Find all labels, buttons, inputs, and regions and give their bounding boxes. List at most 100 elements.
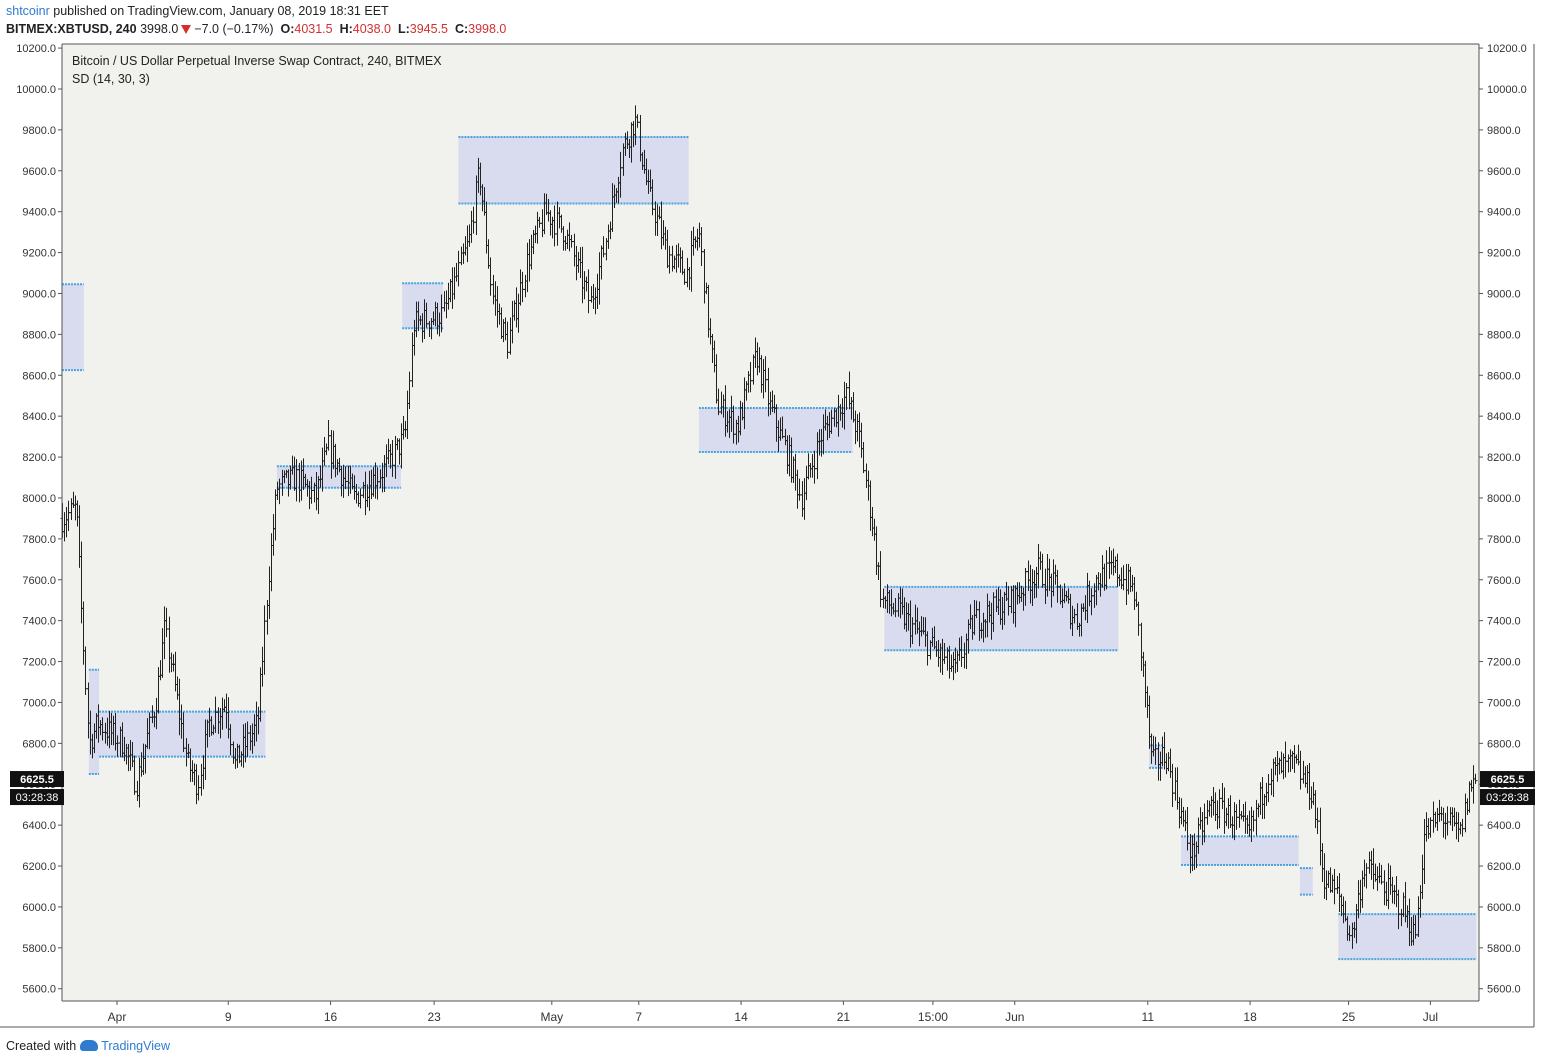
y-tick-label: 8800.0	[1487, 329, 1521, 341]
y-tick-label: 8200.0	[1487, 452, 1521, 464]
x-tick-label: 21	[837, 1010, 851, 1024]
y-tick-label: 8200.0	[22, 452, 56, 464]
y-tick-label: 7200.0	[22, 657, 56, 669]
x-tick-label: 23	[427, 1010, 441, 1024]
y-tick-label: 10000.0	[1487, 84, 1527, 96]
y-tick-label: 9800.0	[1487, 125, 1521, 137]
y-tick-label: 7600.0	[22, 575, 56, 587]
high-label: H:	[339, 22, 353, 36]
x-tick-label: 14	[734, 1010, 748, 1024]
y-tick-label: 9400.0	[22, 207, 56, 219]
ohlc-bars	[60, 105, 1478, 949]
y-tick-label: 8600.0	[22, 370, 56, 382]
y-tick-label: 8800.0	[22, 329, 56, 341]
y-tick-label: 9200.0	[1487, 248, 1521, 260]
footer: Created with TradingView	[6, 1039, 170, 1053]
indicator-label: SD (14, 30, 3)	[72, 72, 150, 86]
tradingview-logo-icon	[80, 1040, 99, 1051]
x-tick-label: Jun	[1005, 1010, 1024, 1024]
y-tick-label: 9200.0	[22, 248, 56, 260]
y-tick-label: 5600.0	[1487, 984, 1521, 996]
y-tick-label: 8600.0	[1487, 370, 1521, 382]
x-tick-label: 16	[324, 1010, 338, 1024]
current-price-labels: 6625.5 03:28:38 6625.5 03:28:38	[10, 771, 1535, 806]
current-price-tag	[1480, 771, 1535, 788]
countdown-tag	[10, 789, 64, 806]
left-price-axis[interactable]: 5600.05800.06000.06200.06400.06600.06800…	[16, 43, 62, 996]
y-tick-label: 7800.0	[1487, 534, 1521, 546]
x-tick-label: May	[540, 1010, 563, 1024]
x-tick-label: 18	[1243, 1010, 1257, 1024]
publish-line: shtcoinr published on TradingView.com, J…	[6, 4, 389, 18]
x-tick-label: 7	[635, 1010, 642, 1024]
y-tick-label: 5800.0	[1487, 943, 1521, 955]
zone-fill	[1299, 868, 1313, 895]
y-tick-label: 6400.0	[22, 820, 56, 832]
symbol-label: BITMEX:XBTUSD, 240	[6, 22, 137, 36]
x-tick-label: Apr	[108, 1010, 127, 1024]
y-tick-label: 8400.0	[1487, 411, 1521, 423]
open-value: 4031.5	[294, 22, 333, 36]
close-value: 3998.0	[468, 22, 507, 36]
y-tick-label: 10200.0	[16, 43, 56, 55]
price-change: −7.0 (−0.17%)	[194, 22, 274, 36]
open-label: O:	[280, 22, 295, 36]
low-label: L:	[397, 22, 410, 36]
y-tick-label: 6200.0	[22, 861, 56, 873]
supply-demand-zones	[62, 136, 1477, 961]
zone-fill	[698, 407, 853, 452]
x-tick-label: 11	[1142, 1010, 1155, 1024]
countdown-tag	[1480, 789, 1535, 806]
zone-fill	[62, 284, 84, 371]
y-tick-label: 6200.0	[1487, 861, 1521, 873]
low-value: 3945.5	[409, 22, 448, 36]
y-tick-label: 5600.0	[22, 984, 56, 996]
y-tick-label: 6000.0	[22, 902, 56, 914]
y-tick-label: 8000.0	[1487, 493, 1521, 505]
current-price-value: 6625.5	[20, 774, 54, 786]
y-tick-label: 8000.0	[22, 493, 56, 505]
zone-fill	[88, 669, 100, 775]
y-tick-label: 6800.0	[1487, 738, 1521, 750]
y-tick-label: 7400.0	[1487, 616, 1521, 628]
author-link[interactable]: shtcoinr	[6, 4, 50, 18]
quote-line: BITMEX:XBTUSD, 240 3998.0 −7.0 (−0.17%) O…	[6, 22, 506, 36]
y-tick-label: 9000.0	[1487, 288, 1521, 300]
x-tick-label: 15:00	[918, 1010, 948, 1024]
chart-title: Bitcoin / US Dollar Perpetual Inverse Sw…	[72, 54, 442, 68]
high-value: 4038.0	[352, 22, 391, 36]
y-tick-label: 6000.0	[1487, 902, 1521, 914]
zone-fill	[458, 137, 689, 204]
y-tick-label: 8400.0	[22, 411, 56, 423]
y-tick-label: 5800.0	[22, 943, 56, 955]
y-tick-label: 9800.0	[22, 125, 56, 137]
y-tick-label: 9000.0	[22, 288, 56, 300]
zone-fill	[1181, 836, 1299, 866]
y-tick-label: 6400.0	[1487, 820, 1521, 832]
y-tick-label: 9400.0	[1487, 207, 1521, 219]
y-tick-label: 7800.0	[22, 534, 56, 546]
publish-text: published on TradingView.com, January 08…	[49, 4, 389, 18]
y-tick-label: 10000.0	[16, 84, 56, 96]
y-tick-label: 7000.0	[1487, 697, 1521, 709]
tradingview-link[interactable]: TradingView	[101, 1039, 170, 1053]
last-price: 3998.0	[140, 22, 179, 36]
y-tick-label: 7600.0	[1487, 575, 1521, 587]
down-arrow-icon	[181, 25, 192, 34]
y-tick-label: 7200.0	[1487, 657, 1521, 669]
current-price-value: 6625.5	[1491, 774, 1525, 786]
y-tick-label: 10200.0	[1487, 43, 1527, 55]
y-tick-label: 7000.0	[22, 697, 56, 709]
y-tick-label: 6800.0	[22, 738, 56, 750]
right-price-axis[interactable]: 5600.05800.06000.06200.06400.06600.06800…	[1479, 43, 1527, 996]
current-price-tag	[10, 771, 64, 788]
y-tick-label: 9600.0	[22, 166, 56, 178]
x-tick-label: 9	[225, 1010, 232, 1024]
x-tick-label: Jul	[1423, 1010, 1438, 1024]
x-tick-label: 25	[1342, 1010, 1356, 1024]
time-axis[interactable]: Apr 9 16 23 May 7 14 21 15:00 Jun 11 18 25 Jul	[108, 1001, 1438, 1024]
y-tick-label: 9600.0	[1487, 166, 1521, 178]
zone-fill	[1149, 745, 1164, 768]
close-label: C:	[454, 22, 469, 36]
